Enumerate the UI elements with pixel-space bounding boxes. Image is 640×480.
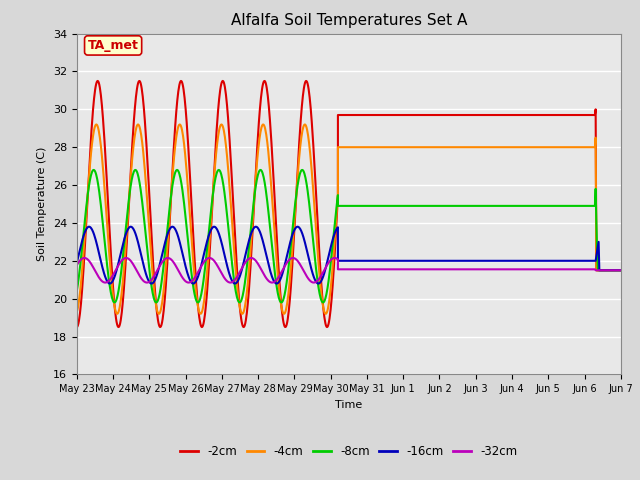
X-axis label: Time: Time — [335, 400, 362, 409]
Legend: -2cm, -4cm, -8cm, -16cm, -32cm: -2cm, -4cm, -8cm, -16cm, -32cm — [175, 440, 522, 462]
Y-axis label: Soil Temperature (C): Soil Temperature (C) — [37, 147, 47, 261]
Title: Alfalfa Soil Temperatures Set A: Alfalfa Soil Temperatures Set A — [230, 13, 467, 28]
Text: TA_met: TA_met — [88, 39, 138, 52]
